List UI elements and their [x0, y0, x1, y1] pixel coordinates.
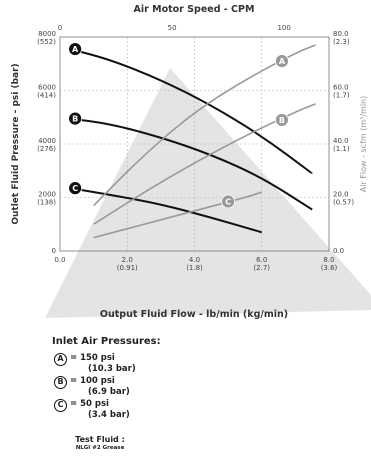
chart-ticks: 0 2000(138) 4000(276) 6000(414) 8000(552) 0.0…	[37, 24, 354, 272]
y2-tick-label: 80.0	[333, 30, 349, 38]
y-tick-sublabel: (414)	[37, 92, 56, 100]
x2-tick-label: 0	[58, 24, 62, 32]
background-watermark	[45, 68, 371, 318]
legend-item-c-bar: (3.4 bar)	[88, 409, 130, 420]
legend-item-b-bar: (6.9 bar)	[88, 386, 130, 397]
legend-text-b: = 100 psi (6.9 bar)	[70, 376, 130, 397]
y2-tick-label: 20.0	[333, 191, 349, 199]
legend-item-a-pressure: = 150 psi	[70, 353, 115, 363]
air-flow-c-badge-label: C	[225, 198, 231, 207]
x-tick-sublabel: (0.91)	[117, 264, 138, 272]
y2-axis-title: Air Flow - scfm (m³/min)	[359, 96, 368, 193]
pressure-a-badge	[68, 42, 83, 56]
pressure-b-badge-label: B	[72, 115, 78, 124]
x-tick-sublabel: (1.8)	[186, 264, 203, 272]
air-flow-b-line	[93, 103, 316, 225]
y2-tick-sublabel: (1.1)	[333, 145, 350, 153]
x-tick-label: 2.0	[122, 256, 133, 264]
air-flow-a-line	[93, 44, 316, 207]
legend-item-a: A = 150 psi (10.3 bar)	[54, 353, 200, 374]
x-tick-sublabel: (3.6)	[321, 264, 338, 272]
chart-title: Air Motor Speed - CPM	[134, 4, 255, 15]
plot-frame	[59, 36, 330, 252]
legend-title: Inlet Air Pressures:	[52, 336, 161, 347]
pressure-c-badge	[68, 181, 83, 196]
y2-tick-label: 40.0	[333, 137, 349, 145]
x-tick-label: 0.0	[54, 256, 65, 264]
y-axis-title: Outlet Fluid Pressure - psi (bar)	[11, 63, 21, 224]
test-fluid-title: Test Fluid :	[75, 435, 125, 444]
x-tick-label: 8.0	[323, 256, 334, 264]
y-tick-sublabel: (276)	[37, 145, 56, 153]
legend-item-b-pressure: = 100 psi	[70, 376, 115, 386]
legend-text-a: = 150 psi (10.3 bar)	[70, 353, 136, 374]
air-flow-c-line	[93, 191, 262, 239]
pressure-c-line	[69, 187, 263, 234]
y-tick-sublabel: (552)	[37, 38, 56, 46]
chart-series: A B C A B C	[68, 42, 316, 239]
legend-item-c-pressure: = 50 psi	[70, 399, 109, 409]
y2-tick-sublabel: (0.57)	[333, 199, 354, 207]
pressure-a-badge-label: A	[72, 45, 79, 54]
legend-badge-a: A	[54, 353, 67, 366]
x-axis-title: Output Fluid Flow - lb/min (kg/min)	[100, 309, 288, 320]
pressure-b-badge	[68, 111, 83, 126]
pressure-c-badge-label: C	[72, 184, 78, 193]
air-flow-a-badge	[275, 54, 289, 68]
air-flow-a-badge-label: A	[279, 57, 286, 66]
air-flow-c-badge	[221, 194, 236, 209]
y-tick-label: 0	[52, 247, 56, 255]
y-tick-sublabel: (138)	[37, 199, 56, 207]
test-fluid-value: NLGI #2 Grease	[75, 445, 125, 451]
legend-item-a-bar: (10.3 bar)	[88, 363, 136, 374]
x-tick-label: 4.0	[189, 256, 200, 264]
test-fluid-note: Test Fluid : NLGI #2 Grease	[60, 435, 140, 451]
air-flow-b-badge	[275, 113, 289, 127]
legend-item-b: B = 100 psi (6.9 bar)	[54, 376, 200, 397]
y-tick-label: 2000	[38, 191, 56, 199]
air-flow-b-badge-label: B	[279, 116, 285, 125]
pressure-a-line	[69, 48, 313, 175]
legend: Inlet Air Pressures: A = 150 psi (10.3 b…	[50, 336, 200, 422]
y2-tick-sublabel: (1.7)	[333, 92, 350, 100]
y2-tick-label: 0.0	[333, 247, 344, 255]
y-tick-label: 6000	[38, 84, 56, 92]
legend-item-c: C = 50 psi (3.4 bar)	[54, 399, 200, 420]
chart-grid	[60, 37, 329, 251]
legend-badge-c: C	[54, 399, 67, 412]
y-tick-label: 4000	[38, 137, 56, 145]
pressure-b-line	[69, 117, 313, 211]
legend-badge-b: B	[54, 376, 67, 389]
x2-tick-label: 50	[168, 24, 177, 32]
x-tick-sublabel: (2.7)	[253, 264, 270, 272]
legend-text-c: = 50 psi (3.4 bar)	[70, 399, 130, 420]
x-tick-label: 6.0	[256, 256, 267, 264]
y2-tick-label: 60.0	[333, 84, 349, 92]
y-tick-label: 8000	[38, 30, 56, 38]
y2-tick-sublabel: (2.3)	[333, 38, 350, 46]
x2-tick-label: 100	[277, 24, 290, 32]
